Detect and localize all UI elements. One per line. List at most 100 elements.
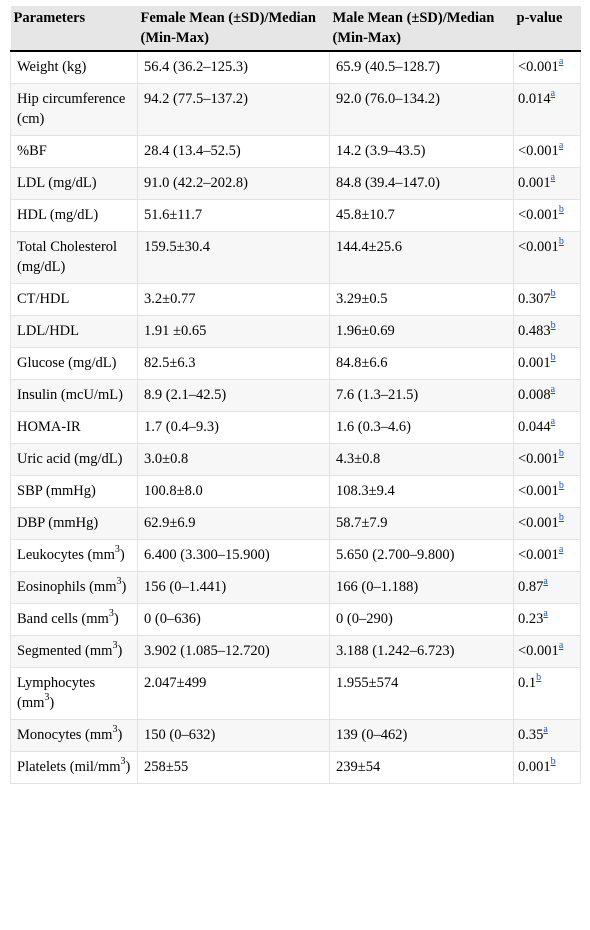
parameter-cell: Monocytes (mm3): [10, 719, 138, 752]
footnote-link[interactable]: b: [558, 236, 564, 248]
footnote-marker: a: [551, 172, 555, 183]
female-value-cell: 156 (0–1.441): [137, 571, 330, 604]
data-table-container: Parameters Female Mean (±SD)/Median (Min…: [10, 6, 581, 784]
parameter-label-tail: ): [119, 547, 125, 563]
parameter-cell: LDL/HDL: [10, 315, 138, 348]
p-value: 0.87: [518, 579, 544, 595]
footnote-marker: a: [551, 416, 555, 427]
footnote-link[interactable]: a: [558, 56, 564, 68]
female-value-cell: 159.5±30.4: [137, 231, 330, 284]
table-row: SBP (mmHg) 100.8±8.0 108.3±9.4 <0.001b: [10, 475, 581, 508]
p-value: 0.1: [518, 675, 537, 691]
unit-superscript: 3: [112, 724, 118, 736]
header-row: Parameters Female Mean (±SD)/Median (Min…: [10, 6, 581, 52]
footnote-marker: b: [551, 288, 556, 299]
female-value-cell: 82.5±6.3: [137, 347, 330, 380]
male-value-cell: 4.3±0.8: [329, 443, 514, 476]
p-value-cell: <0.001b: [513, 199, 581, 232]
footnote-link[interactable]: b: [550, 288, 556, 300]
p-value: <0.001: [518, 547, 559, 563]
p-value-cell: <0.001a: [513, 539, 581, 572]
footnote-link[interactable]: b: [558, 204, 564, 216]
footnote-link[interactable]: b: [550, 320, 556, 332]
footnote-link[interactable]: a: [558, 640, 564, 652]
parameter-cell: Hip circumference (cm): [10, 83, 138, 136]
footnote-marker: a: [543, 724, 547, 735]
p-value: 0.001: [518, 759, 551, 775]
p-value: 0.014: [518, 91, 551, 107]
p-value-cell: 0.001b: [513, 751, 581, 784]
footnote-link[interactable]: b: [550, 352, 556, 364]
footnote-link[interactable]: a: [550, 384, 556, 396]
footnote-link[interactable]: a: [558, 140, 564, 152]
female-value-cell: 0 (0–636): [137, 603, 330, 636]
footnote-link[interactable]: b: [558, 448, 564, 460]
footnote-link[interactable]: a: [550, 416, 556, 428]
table-row: Hip circumference (cm) 94.2 (77.5–137.2) 9…: [10, 83, 581, 136]
parameter-cell: %BF: [10, 135, 138, 168]
p-value-cell: <0.001a: [513, 635, 581, 668]
footnote-link[interactable]: b: [558, 480, 564, 492]
p-value-cell: 0.044a: [513, 411, 581, 444]
parameter-label: %BF: [17, 143, 47, 159]
parameter-cell: Insulin (mcU/mL): [10, 379, 138, 412]
parameter-label-tail: ): [49, 695, 55, 711]
male-value-cell: 1.96±0.69: [329, 315, 514, 348]
parameter-label: Glucose (mg/dL): [17, 355, 117, 371]
parameter-label: LDL (mg/dL): [17, 175, 97, 191]
table-row: Leukocytes (mm3) 6.400 (3.300–15.900) 5.65…: [10, 539, 581, 572]
footnote-link[interactable]: a: [543, 576, 548, 588]
p-value-cell: 0.014a: [513, 83, 581, 136]
header-male: Male Mean (±SD)/Median (Min-Max): [329, 6, 514, 52]
p-value-cell: 0.008a: [513, 379, 581, 412]
footnote-marker: a: [559, 544, 563, 555]
footnote-link[interactable]: a: [550, 172, 556, 184]
parameter-cell: CT/HDL: [10, 283, 138, 316]
female-value-cell: 258±55: [137, 751, 330, 784]
footnote-marker: b: [559, 236, 564, 247]
parameter-label: Eosinophils (mm: [17, 579, 117, 595]
male-value-cell: 58.7±7.9: [329, 507, 514, 540]
parameter-label: SBP (mmHg): [17, 483, 96, 499]
unit-superscript: 3: [44, 692, 50, 704]
p-value-cell: <0.001b: [513, 443, 581, 476]
footnote-marker: b: [551, 320, 556, 331]
table-header: Parameters Female Mean (±SD)/Median (Min…: [10, 6, 581, 52]
p-value-cell: 0.35a: [513, 719, 581, 752]
parameter-cell: SBP (mmHg): [10, 475, 138, 508]
p-value: 0.001: [518, 175, 551, 191]
parameter-cell: DBP (mmHg): [10, 507, 138, 540]
parameter-label: Platelets (mil/mm: [17, 759, 121, 775]
unit-superscript: 3: [120, 756, 126, 768]
female-value-cell: 56.4 (36.2–125.3): [137, 51, 330, 84]
table-row: Lymphocytes (mm3) 2.047±499 1.955±574 0.1b: [10, 667, 581, 720]
parameter-cell: Leukocytes (mm3): [10, 539, 138, 572]
male-value-cell: 7.6 (1.3–21.5): [329, 379, 514, 412]
p-value-cell: <0.001b: [513, 231, 581, 284]
parameter-cell: LDL (mg/dL): [10, 167, 138, 200]
table-row: Band cells (mm3) 0 (0–636) 0 (0–290) 0.23a: [10, 603, 581, 636]
male-value-cell: 3.29±0.5: [329, 283, 514, 316]
male-value-cell: 45.8±10.7: [329, 199, 514, 232]
unit-superscript: 3: [116, 576, 122, 588]
male-value-cell: 14.2 (3.9–43.5): [329, 135, 514, 168]
female-value-cell: 51.6±11.7: [137, 199, 330, 232]
footnote-link[interactable]: a: [543, 608, 548, 620]
footnote-marker: a: [559, 140, 563, 151]
parameter-label: LDL/HDL: [17, 323, 80, 339]
parameters-table: Parameters Female Mean (±SD)/Median (Min…: [10, 6, 581, 784]
parameter-cell: Band cells (mm3): [10, 603, 138, 636]
footnote-link[interactable]: b: [536, 672, 542, 684]
footnote-link[interactable]: a: [543, 724, 548, 736]
male-value-cell: 84.8±6.6: [329, 347, 514, 380]
footnote-link[interactable]: b: [550, 756, 556, 768]
female-value-cell: 91.0 (42.2–202.8): [137, 167, 330, 200]
p-value-cell: 0.307b: [513, 283, 581, 316]
footnote-link[interactable]: b: [558, 512, 564, 524]
footnote-link[interactable]: a: [558, 544, 564, 556]
footnote-link[interactable]: a: [550, 88, 556, 100]
parameter-cell: HDL (mg/dL): [10, 199, 138, 232]
p-value: <0.001: [518, 451, 559, 467]
male-value-cell: 92.0 (76.0–134.2): [329, 83, 514, 136]
table-row: Platelets (mil/mm3) 258±55 239±54 0.001b: [10, 751, 581, 784]
